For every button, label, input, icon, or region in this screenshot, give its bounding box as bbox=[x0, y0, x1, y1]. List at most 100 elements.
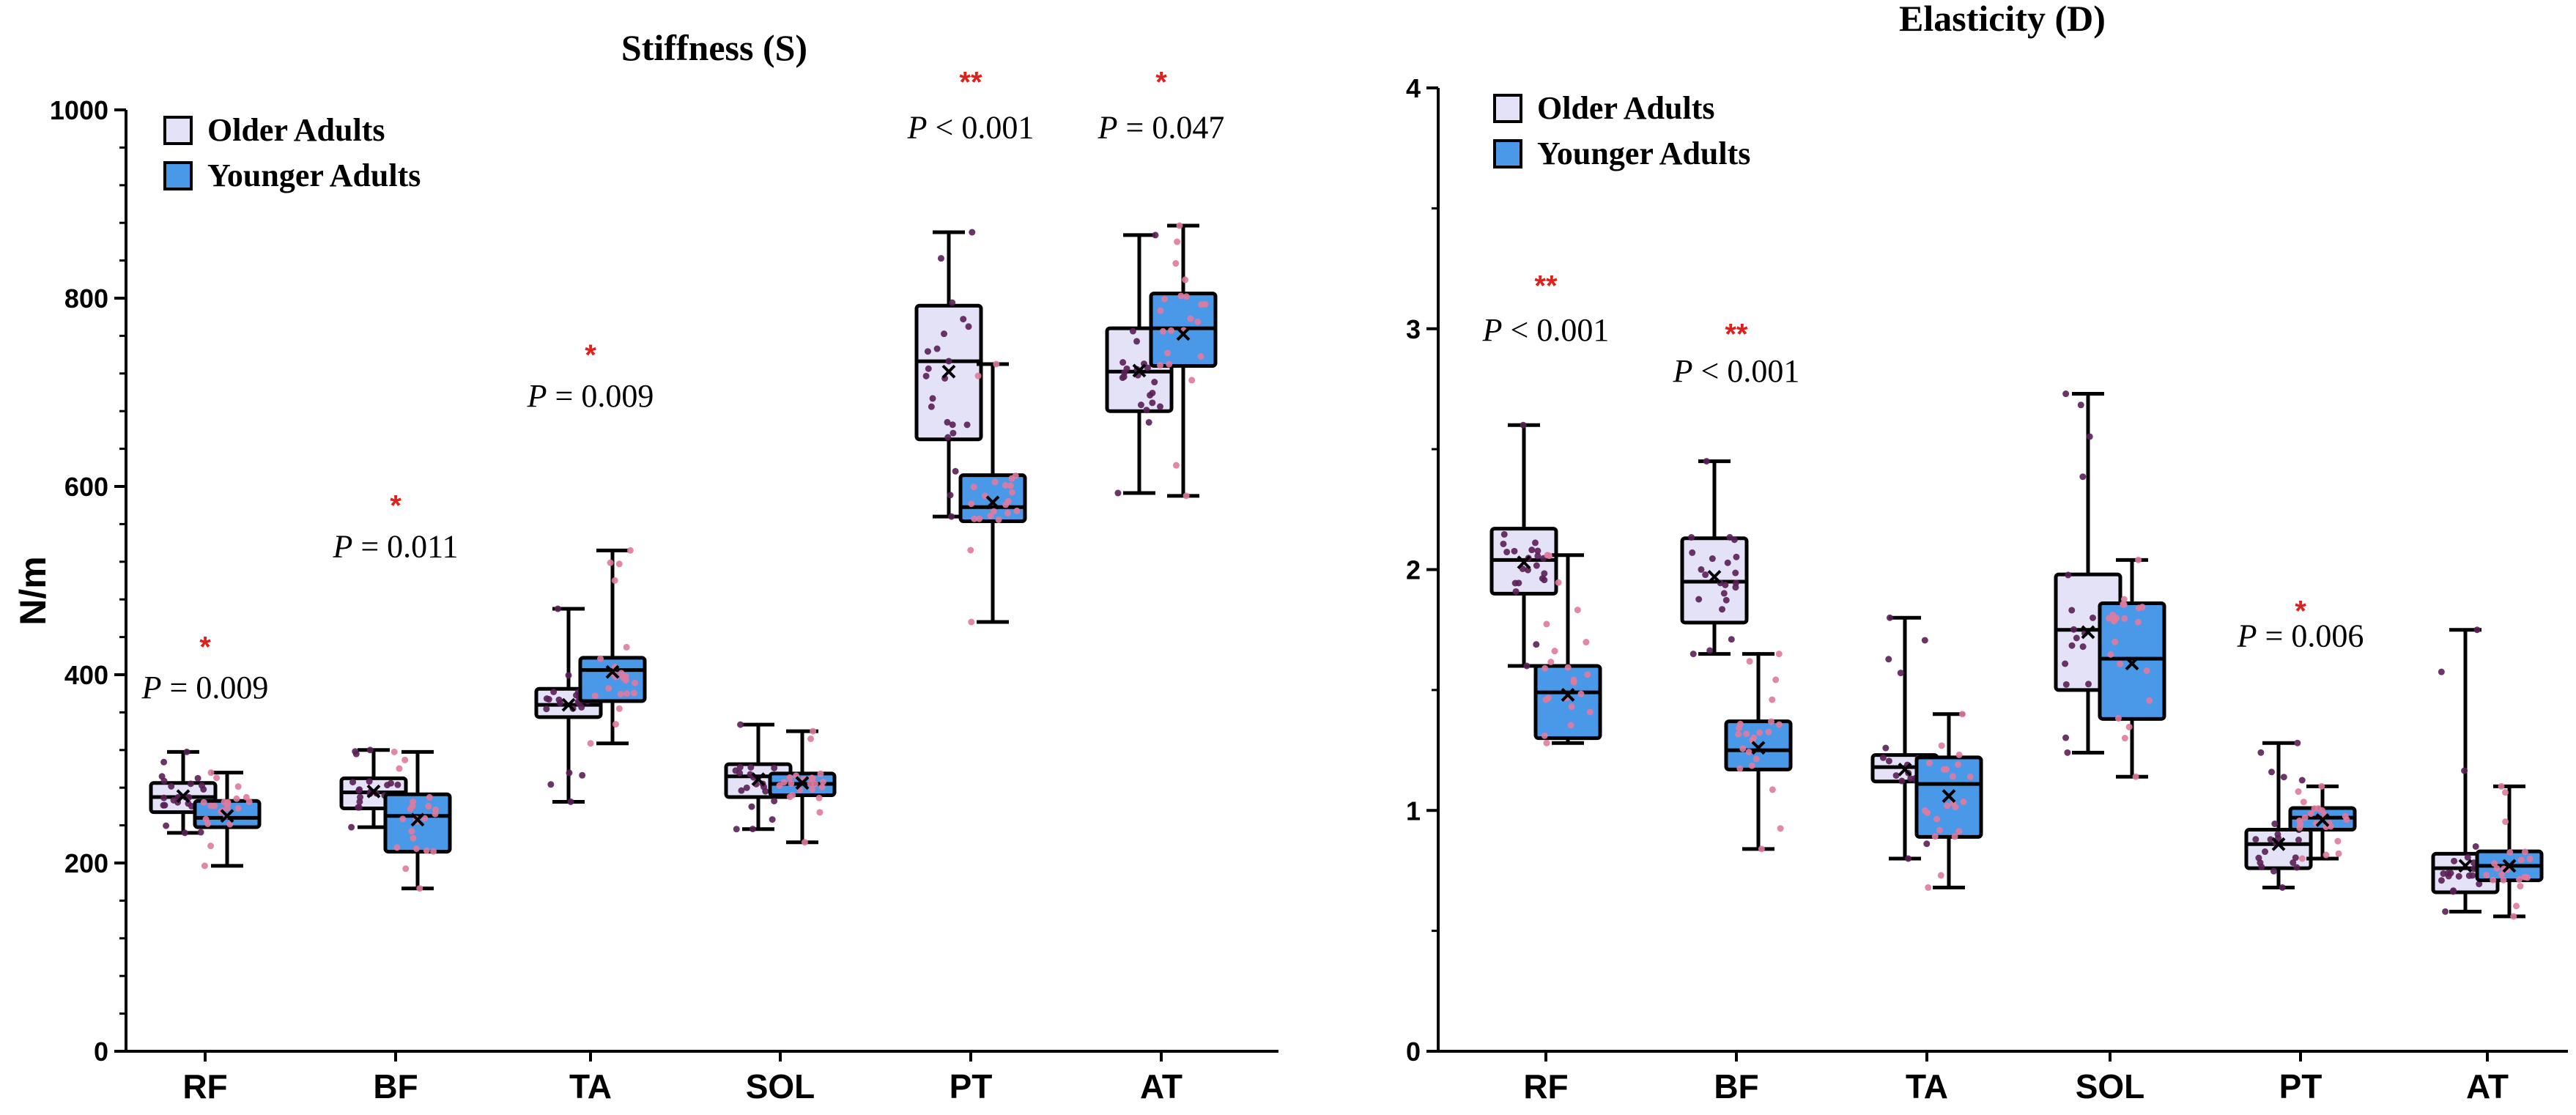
data-point bbox=[211, 802, 218, 810]
data-point bbox=[1570, 678, 1577, 686]
data-point bbox=[394, 781, 401, 788]
data-point bbox=[393, 844, 401, 851]
data-point bbox=[2262, 848, 2269, 856]
x-tick-label: AT bbox=[1140, 1067, 1182, 1105]
data-point bbox=[2300, 799, 2307, 806]
data-point bbox=[2070, 626, 2077, 633]
box-younger-adults-pt bbox=[2288, 782, 2357, 862]
data-point bbox=[1159, 327, 1166, 335]
data-point bbox=[1897, 670, 1904, 677]
data-point bbox=[579, 771, 586, 779]
data-point bbox=[2465, 872, 2473, 879]
data-point bbox=[612, 721, 619, 728]
data-point bbox=[207, 842, 215, 850]
data-point bbox=[1551, 648, 1558, 655]
data-point bbox=[607, 559, 614, 566]
data-point bbox=[1534, 547, 1541, 555]
data-point bbox=[2079, 473, 2087, 481]
data-point bbox=[615, 705, 623, 712]
data-point bbox=[2335, 850, 2342, 857]
data-point bbox=[402, 865, 410, 873]
data-point bbox=[366, 778, 373, 785]
data-point bbox=[1688, 533, 1695, 541]
data-point bbox=[1746, 658, 1753, 665]
data-point bbox=[2117, 660, 2124, 667]
mean-marker bbox=[941, 364, 956, 379]
data-point bbox=[2476, 881, 2483, 888]
chart-title: Stiffness (S) bbox=[621, 27, 807, 68]
data-point bbox=[1750, 734, 1758, 741]
data-point bbox=[183, 748, 190, 755]
data-point bbox=[2290, 859, 2297, 867]
data-point bbox=[1500, 540, 1507, 547]
data-point bbox=[1187, 315, 1194, 322]
data-point bbox=[617, 690, 624, 697]
box-younger-adults-rf bbox=[193, 769, 262, 870]
data-point bbox=[1689, 651, 1697, 658]
data-point bbox=[408, 828, 415, 835]
data-point bbox=[1532, 539, 1539, 547]
data-point bbox=[974, 372, 982, 379]
data-point bbox=[2294, 739, 2301, 747]
data-point bbox=[789, 791, 796, 799]
data-point bbox=[1951, 833, 1958, 840]
legend-label-older: Older Adults bbox=[207, 112, 385, 148]
data-point bbox=[2068, 607, 2076, 614]
data-point bbox=[2068, 642, 2076, 649]
data-point bbox=[991, 478, 999, 486]
x-tick-label: AT bbox=[2466, 1067, 2509, 1105]
data-point bbox=[2296, 824, 2303, 831]
data-point bbox=[597, 655, 604, 662]
data-point bbox=[1174, 238, 1181, 245]
data-point bbox=[786, 774, 793, 781]
mean-marker bbox=[2125, 656, 2139, 671]
data-point bbox=[945, 358, 952, 365]
data-point bbox=[1931, 833, 1939, 840]
data-point bbox=[1151, 379, 1158, 386]
data-point bbox=[168, 782, 175, 790]
data-point bbox=[1768, 718, 1775, 725]
data-point bbox=[1534, 552, 1541, 560]
data-point bbox=[952, 467, 959, 475]
data-point bbox=[1008, 489, 1015, 496]
data-point bbox=[578, 703, 585, 711]
data-point bbox=[1119, 374, 1126, 382]
data-point bbox=[1739, 745, 1747, 752]
data-point bbox=[2255, 854, 2262, 862]
legend-label-younger: Younger Adults bbox=[207, 158, 421, 193]
data-point bbox=[2323, 851, 2330, 859]
data-point bbox=[401, 756, 409, 763]
data-point bbox=[2089, 614, 2096, 621]
data-point bbox=[1769, 696, 1776, 703]
data-point bbox=[1156, 362, 1163, 369]
data-point bbox=[2318, 782, 2325, 790]
data-point bbox=[1123, 365, 1130, 372]
box-younger-adults-at bbox=[1149, 222, 1218, 500]
p-value-ta: P = 0.009 bbox=[527, 378, 654, 414]
data-point bbox=[200, 799, 207, 806]
data-point bbox=[355, 804, 363, 811]
data-point bbox=[1886, 614, 1893, 621]
data-point bbox=[1885, 656, 1892, 663]
data-point bbox=[965, 323, 972, 330]
data-point bbox=[1007, 482, 1014, 489]
data-point bbox=[1182, 276, 1189, 284]
data-point bbox=[1732, 579, 1739, 587]
p-value-bf: P = 0.011 bbox=[332, 528, 458, 564]
data-point bbox=[213, 774, 221, 782]
data-point bbox=[1923, 840, 1931, 848]
data-point bbox=[928, 403, 935, 410]
data-point bbox=[2517, 856, 2525, 864]
data-point bbox=[2062, 734, 2070, 741]
data-point bbox=[780, 779, 788, 786]
data-point bbox=[1152, 231, 1159, 239]
data-point bbox=[2464, 853, 2471, 861]
mean-marker bbox=[220, 809, 234, 823]
data-point bbox=[2498, 782, 2505, 790]
data-point bbox=[623, 690, 631, 697]
y-tick-label: 800 bbox=[64, 284, 108, 314]
mean-marker bbox=[176, 789, 190, 804]
data-point bbox=[1543, 739, 1550, 747]
data-point bbox=[1512, 588, 1520, 595]
data-point bbox=[1933, 815, 1941, 823]
